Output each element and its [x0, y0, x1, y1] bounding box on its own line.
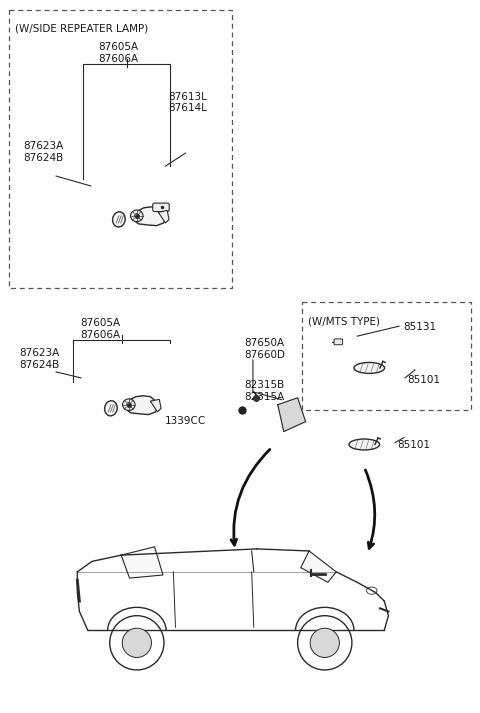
Text: 87624B: 87624B	[19, 360, 60, 370]
Text: 87623A: 87623A	[23, 141, 63, 151]
Polygon shape	[135, 207, 166, 225]
Ellipse shape	[131, 210, 143, 222]
Polygon shape	[150, 399, 161, 412]
Text: (W/SIDE REPEATER LAMP): (W/SIDE REPEATER LAMP)	[15, 24, 148, 34]
Text: 1339CC: 1339CC	[165, 416, 206, 426]
Text: 87605A: 87605A	[81, 318, 121, 328]
Polygon shape	[127, 396, 157, 414]
Text: 87624B: 87624B	[23, 153, 63, 163]
FancyBboxPatch shape	[334, 339, 343, 344]
Text: (W/MTS TYPE): (W/MTS TYPE)	[308, 317, 380, 327]
Text: 87614L: 87614L	[168, 103, 207, 113]
Text: 87613L: 87613L	[168, 91, 207, 101]
Polygon shape	[121, 547, 163, 578]
Ellipse shape	[113, 212, 125, 227]
Text: 87606A: 87606A	[99, 53, 139, 63]
Text: 85101: 85101	[397, 439, 430, 449]
Text: 82315A: 82315A	[244, 392, 284, 402]
Text: 87606A: 87606A	[81, 330, 121, 340]
Text: 87650A: 87650A	[244, 338, 284, 348]
Text: 85101: 85101	[407, 375, 440, 385]
Text: 82315B: 82315B	[244, 380, 284, 390]
Ellipse shape	[105, 401, 117, 416]
Text: 85131: 85131	[403, 322, 436, 332]
Circle shape	[310, 628, 339, 657]
Ellipse shape	[349, 439, 380, 450]
Text: 87660D: 87660D	[244, 350, 285, 360]
Polygon shape	[301, 551, 336, 583]
Polygon shape	[158, 210, 169, 223]
Bar	[9, 10, 232, 288]
Polygon shape	[278, 398, 306, 431]
Text: 87605A: 87605A	[99, 42, 139, 52]
Bar	[301, 302, 471, 410]
Circle shape	[122, 628, 152, 657]
FancyBboxPatch shape	[153, 203, 169, 212]
Text: 87623A: 87623A	[19, 348, 60, 358]
Ellipse shape	[354, 362, 384, 374]
Ellipse shape	[122, 399, 135, 411]
